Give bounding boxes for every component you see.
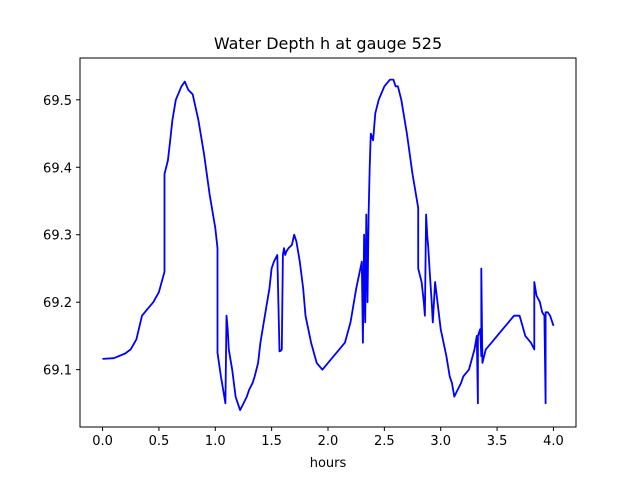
y-tick-label: 69.4 (43, 161, 72, 176)
series-line (102, 78, 555, 412)
x-tick-label: 2.5 (374, 434, 395, 449)
chart-title: Water Depth h at gauge 525 (214, 34, 442, 53)
x-tick-label: 2.0 (318, 434, 339, 449)
x-tick-label: 3.5 (487, 434, 508, 449)
y-tick-label: 69.5 (43, 94, 72, 109)
y-tick-label: 69.3 (43, 229, 72, 244)
plot-area (102, 78, 555, 412)
x-tick-label: 3.0 (430, 434, 451, 449)
x-axis: 0.0 0.5 1.0 1.5 2.0 2.5 3.0 3.5 4.0 (92, 427, 564, 449)
y-tick-label: 69.1 (43, 364, 72, 379)
x-axis-label: hours (310, 456, 347, 471)
x-tick-label: 0.5 (149, 434, 170, 449)
plot-frame (79, 57, 577, 428)
x-tick-label: 1.0 (205, 434, 226, 449)
x-tick-label: 4.0 (543, 434, 564, 449)
y-tick-label: 69.2 (43, 296, 72, 311)
x-tick-label: 1.5 (261, 434, 282, 449)
y-axis: 69.1 69.2 69.3 69.4 69.5 (43, 94, 80, 379)
x-tick-label: 0.0 (92, 434, 113, 449)
